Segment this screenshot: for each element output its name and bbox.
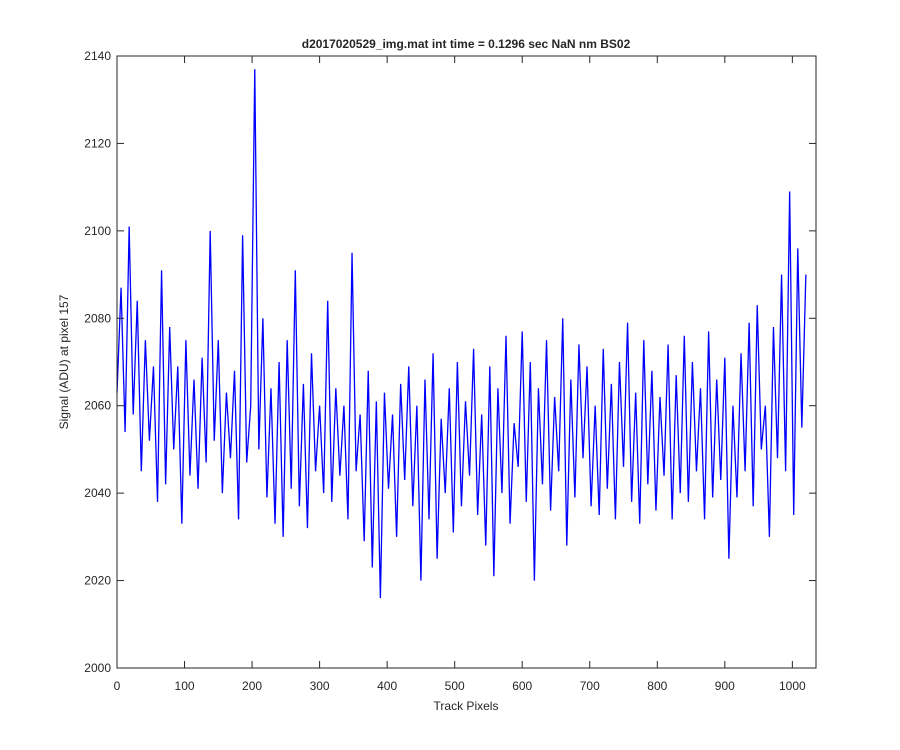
- x-tick-label: 100: [175, 679, 195, 693]
- x-tick-label: 800: [647, 679, 667, 693]
- y-tick-label: 2020: [84, 574, 111, 588]
- data-line: [116, 69, 807, 599]
- y-tick-label: 2000: [84, 661, 111, 675]
- y-tick-label: 2040: [84, 486, 111, 500]
- x-tick-label: 0: [114, 679, 121, 693]
- y-axis-label: Signal (ADU) at pixel 157: [57, 294, 71, 429]
- y-tick-label: 2060: [84, 399, 111, 413]
- x-tick-label: 1000: [779, 679, 806, 693]
- x-tick-label: 200: [242, 679, 262, 693]
- chart-title: d2017020529_img.mat int time = 0.1296 se…: [302, 37, 631, 51]
- x-tick-label: 500: [445, 679, 465, 693]
- y-tick-label: 2080: [84, 311, 111, 325]
- y-tick-label: 2100: [84, 224, 111, 238]
- y-tick-label: 2140: [84, 49, 111, 63]
- plot-frame: [116, 55, 817, 669]
- x-tick-label: 700: [580, 679, 600, 693]
- x-tick-label: 600: [512, 679, 532, 693]
- x-axis-label: Track Pixels: [434, 699, 499, 713]
- x-tick-label: 900: [715, 679, 735, 693]
- x-tick-label: 300: [310, 679, 330, 693]
- x-tick-label: 400: [377, 679, 397, 693]
- y-tick-label: 2120: [84, 136, 111, 150]
